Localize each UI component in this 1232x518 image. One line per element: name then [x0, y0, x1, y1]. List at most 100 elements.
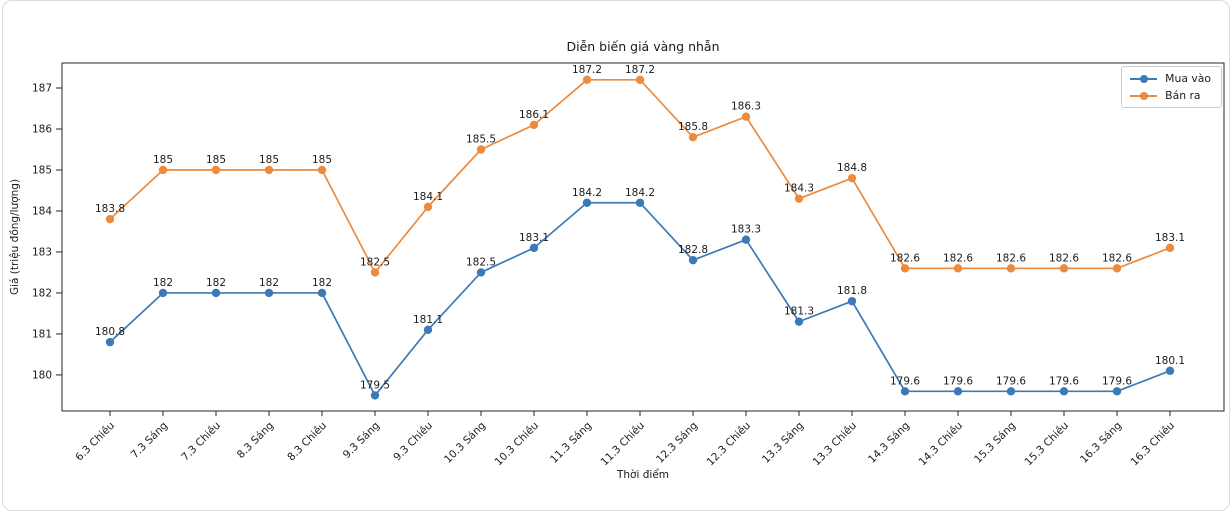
data-point-marker: [264, 165, 274, 175]
legend: Mua vào Bán ra: [1121, 66, 1222, 108]
data-point-marker: [529, 120, 539, 130]
x-tick-label: 8.3 Sáng: [235, 420, 276, 461]
data-point-marker: [211, 288, 221, 298]
legend-item-ban-ra: Bán ra: [1130, 89, 1211, 102]
data-point-label: 180.8: [95, 326, 125, 338]
data-point-label: 182: [153, 277, 173, 289]
x-tick-label: 15.3 Chiều: [1023, 420, 1072, 469]
x-tick-label: 9.3 Sáng: [341, 420, 382, 461]
line-marker-icon: [1130, 91, 1158, 100]
data-point-label: 184.3: [784, 183, 814, 195]
data-point-label: 184.2: [572, 187, 602, 199]
data-point-label: 182.8: [678, 244, 708, 256]
data-point-marker: [529, 243, 539, 253]
x-tick-label: 6.3 Chiều: [73, 420, 117, 464]
data-point-label: 182.6: [996, 252, 1026, 264]
x-tick-label: 10.3 Chiều: [493, 420, 542, 469]
x-tick-label: 11.3 Sáng: [548, 420, 594, 466]
data-point-label: 185: [206, 154, 226, 166]
x-tick-label: 16.3 Chiều: [1129, 420, 1178, 469]
data-point-label: 182: [312, 277, 332, 289]
series-line: [109, 78, 1171, 274]
marker-dot-icon: [1139, 91, 1148, 100]
data-point-label: 182.6: [1102, 252, 1132, 264]
data-point-marker: [1165, 243, 1175, 253]
x-tick-label: 12.3 Sáng: [654, 420, 700, 466]
data-point-label: 183.8: [95, 203, 125, 215]
data-point-marker: [105, 214, 115, 224]
data-point-label: 186.3: [731, 101, 761, 113]
data-point-marker: [688, 132, 698, 142]
data-point-label: 180.1: [1155, 355, 1185, 367]
x-tick-label: 15.3 Sáng: [972, 420, 1018, 466]
data-point-label: 182: [259, 277, 279, 289]
data-point-marker: [476, 145, 486, 154]
data-point-marker: [688, 255, 698, 265]
data-point-label: 179.6: [1049, 375, 1079, 387]
data-point-marker: [635, 198, 645, 207]
data-point-marker: [317, 288, 327, 298]
data-point-marker: [211, 165, 221, 175]
axes-spines: [61, 62, 1225, 412]
data-point-marker: [105, 337, 115, 347]
data-point-label: 184.2: [625, 187, 655, 199]
data-point-marker: [953, 264, 963, 273]
data-point-label: 179.5: [360, 379, 390, 391]
x-tick-label: 14.3 Chiều: [917, 420, 966, 469]
x-axis-ticks: 6.3 Chiều 7.3 Sáng 7.3 Chiều 8.3 Sáng 8.3 Ch…: [73, 411, 1177, 468]
data-point-marker: [264, 288, 274, 298]
data-point-marker: [1006, 264, 1016, 273]
data-point-marker: [900, 264, 910, 273]
data-point-label: 179.6: [1102, 375, 1132, 387]
x-tick-label: 12.3 Chiều: [705, 420, 754, 469]
data-point-marker: [1165, 366, 1175, 376]
data-point-label: 181.3: [784, 306, 814, 318]
x-tick-label: 13.3 Chiều: [811, 420, 860, 469]
y-tick-label: 185: [32, 164, 52, 176]
data-point-label: 182.6: [943, 252, 973, 264]
data-point-marker: [582, 75, 592, 85]
data-point-label: 185: [153, 154, 173, 166]
data-point-marker: [900, 387, 910, 396]
legend-label: Bán ra: [1165, 89, 1201, 102]
data-point-marker: [370, 268, 380, 277]
data-point-marker: [582, 198, 592, 207]
y-tick-label: 186: [32, 123, 52, 135]
data-point-marker: [476, 268, 486, 277]
y-axis-ticks: 180 181 182 183 184 185 186 187: [32, 83, 62, 381]
data-point-marker: [635, 75, 645, 85]
x-tick-label: 13.3 Sáng: [760, 420, 806, 466]
data-point-marker: [847, 173, 857, 183]
data-point-marker: [423, 325, 433, 335]
y-tick-label: 184: [32, 205, 52, 217]
x-tick-label: 7.3 Sáng: [129, 420, 170, 461]
data-point-marker: [953, 387, 963, 396]
data-point-label: 185.8: [678, 121, 708, 133]
data-point-label: 183.1: [519, 232, 549, 244]
data-point-label: 179.6: [890, 375, 920, 387]
data-point-label: 187.2: [572, 64, 602, 76]
data-point-label: 185: [259, 154, 279, 166]
data-point-marker: [794, 317, 804, 326]
y-tick-label: 180: [32, 369, 52, 381]
data-point-label: 179.6: [996, 375, 1026, 387]
data-point-marker: [794, 194, 804, 203]
data-point-label: 179.6: [943, 375, 973, 387]
series-1: 183.8 185 185 185 185 182.5 184.1 185.5 186.1 187…: [95, 64, 1185, 277]
data-point-label: 181.1: [413, 314, 443, 326]
data-point-label: 182: [206, 277, 226, 289]
data-point-label: 182.5: [360, 256, 390, 268]
data-point-label: 183.3: [731, 224, 761, 236]
data-point-label: 182.6: [890, 252, 920, 264]
series-0: 180.8 182 182 182 182 179.5 181.1 182.5 183.1 184…: [95, 187, 1185, 400]
data-point-marker: [158, 288, 168, 298]
data-point-label: 182.5: [466, 256, 496, 268]
legend-label: Mua vào: [1165, 72, 1211, 85]
data-point-marker: [1059, 387, 1069, 396]
x-tick-label: 9.3 Chiều: [391, 420, 435, 464]
series-line: [109, 201, 1171, 397]
data-point-marker: [1006, 387, 1016, 396]
